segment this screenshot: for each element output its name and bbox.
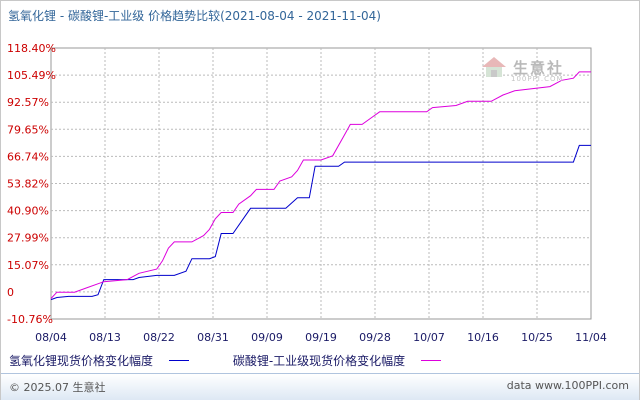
- x-tick-label: 10/16: [467, 331, 499, 344]
- y-tick-label: 27.99%: [7, 232, 49, 245]
- legend-item-lioh: 氢氧化锂现货价格变化幅度: [9, 352, 190, 369]
- x-tick-label: 10/25: [521, 331, 553, 344]
- x-tick-label: 09/09: [251, 331, 283, 344]
- footer: © 2025.07 生意社 data www.100PPI.com: [1, 373, 639, 400]
- y-tick-label: 118.40%: [7, 42, 56, 55]
- series-line-li2co3: [50, 71, 591, 299]
- legend-label-li2co3: 碳酸锂-工业级现货价格变化幅度: [232, 354, 406, 368]
- legend-label-lioh: 氢氧化锂现货价格变化幅度: [9, 354, 154, 368]
- footer-copyright: © 2025.07 生意社: [9, 381, 106, 394]
- legend-swatch-li2co3: [421, 360, 442, 361]
- x-tick-label: 09/19: [305, 331, 337, 344]
- x-tick-label: 11/04: [575, 331, 607, 344]
- x-tick-label: 08/04: [35, 331, 67, 344]
- y-tick-label: 53.82%: [7, 178, 49, 191]
- y-tick-label: 0: [7, 286, 14, 299]
- legend: 氢氧化锂现货价格变化幅度 碳酸锂-工业级现货价格变化幅度: [9, 352, 481, 369]
- house-logo-icon: [482, 57, 506, 77]
- footer-site-link[interactable]: data www.100PPI.com: [506, 379, 629, 392]
- watermark: 生意社 100PPI.COM: [481, 56, 565, 83]
- x-tick-label: 09/28: [359, 331, 391, 344]
- y-tick-label: 66.74%: [7, 150, 49, 163]
- x-tick-label: 10/07: [413, 331, 445, 344]
- watermark-text: 生意社: [513, 58, 565, 77]
- legend-swatch-lioh: [169, 360, 190, 361]
- chart-title: 氢氧化锂 - 碳酸锂-工业级 价格趋势比较(2021-08-04 - 2021-…: [8, 9, 381, 23]
- y-tick-label: -10.76%: [7, 313, 53, 326]
- watermark-sub: 100PPI.COM: [511, 75, 564, 83]
- x-tick-label: 08/31: [197, 331, 229, 344]
- x-tick-label: 08/13: [89, 331, 121, 344]
- series-line-lioh: [50, 144, 591, 301]
- y-tick-label: 105.49%: [7, 69, 56, 82]
- y-tick-label: 40.90%: [7, 205, 49, 218]
- y-tick-label: 15.07%: [7, 259, 49, 272]
- x-tick-label: 08/22: [143, 331, 175, 344]
- y-tick-label: 79.65%: [7, 123, 49, 136]
- legend-item-li2co3: 碳酸锂-工业级现货价格变化幅度: [232, 352, 442, 369]
- y-tick-label: 92.57%: [7, 96, 49, 109]
